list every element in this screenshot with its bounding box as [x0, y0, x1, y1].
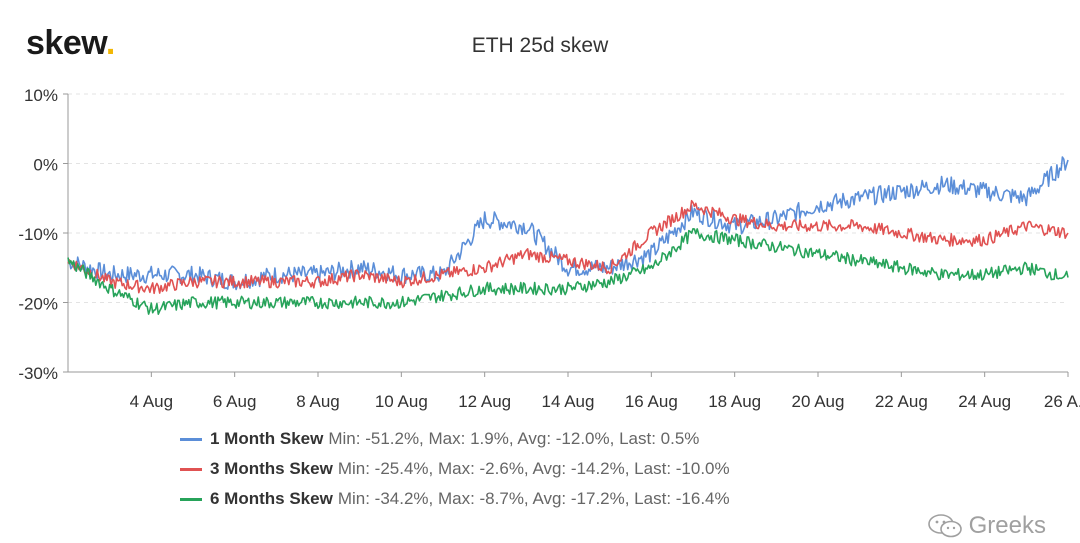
x-tick-label: 16 Aug [625, 392, 678, 411]
legend-item[interactable]: 3 Months Skew Min: -25.4%, Max: -2.6%, Av… [180, 454, 730, 484]
y-tick-label: -20% [18, 295, 58, 314]
x-tick-label: 6 Aug [213, 392, 257, 411]
legend-swatch [180, 497, 202, 501]
legend-item[interactable]: 6 Months Skew Min: -34.2%, Max: -8.7%, Av… [180, 484, 730, 514]
legend-series-stats: Min: -34.2%, Max: -8.7%, Avg: -17.2%, La… [337, 489, 730, 508]
legend-series-stats: Min: -51.2%, Max: 1.9%, Avg: -12.0%, Las… [328, 429, 700, 448]
legend-series-name: 6 Months Skew [210, 489, 333, 508]
grid-layer [68, 93, 1068, 373]
x-tick-label: 14 Aug [542, 392, 595, 411]
wechat-icon [927, 514, 962, 538]
x-tick-label: 12 Aug [458, 392, 511, 411]
y-tick-label: -10% [18, 225, 58, 244]
watermark-text: Greeks [968, 512, 1046, 539]
legend-series-name: 3 Months Skew [210, 459, 333, 478]
legend-series-name: 1 Month Skew [210, 429, 324, 448]
brand-dot: . [105, 24, 115, 62]
y-tick-label: -30% [18, 364, 58, 383]
legend-swatch [180, 467, 202, 471]
x-tick-label: 22 Aug [875, 392, 928, 411]
x-tick-label: 26 A... [1044, 392, 1080, 411]
x-tick-label: 20 Aug [792, 392, 845, 411]
legend-series-stats: Min: -25.4%, Max: -2.6%, Avg: -14.2%, La… [337, 459, 730, 478]
chart-title: ETH 25d skew [471, 34, 609, 57]
x-tick-label: 24 Aug [958, 392, 1011, 411]
x-tick-label: 10 Aug [375, 392, 428, 411]
chart-legend: 1 Month Skew Min: -51.2%, Max: 1.9%, Avg:… [180, 424, 730, 514]
watermark: Greeks [927, 512, 1046, 540]
legend-item[interactable]: 1 Month Skew Min: -51.2%, Max: 1.9%, Avg:… [180, 424, 730, 454]
series-line-3 [67, 228, 1069, 315]
legend-swatch [180, 437, 202, 441]
x-tick-label: 4 Aug [130, 392, 174, 411]
x-tick-label: 8 Aug [296, 392, 340, 411]
series-layer [67, 156, 1069, 315]
brand-logo: skew. [26, 24, 115, 63]
series-line-2 [67, 199, 1069, 295]
y-tick-label: 0% [33, 156, 58, 175]
brand-name: skew [26, 24, 106, 62]
x-tick-label: 18 Aug [708, 392, 761, 411]
axis-layer: 10% 0% -10% -20% -30% 4 Aug 6 Aug 8 Aug 10 Aug 12… [18, 86, 1080, 411]
y-tick-label: 10% [24, 86, 58, 105]
